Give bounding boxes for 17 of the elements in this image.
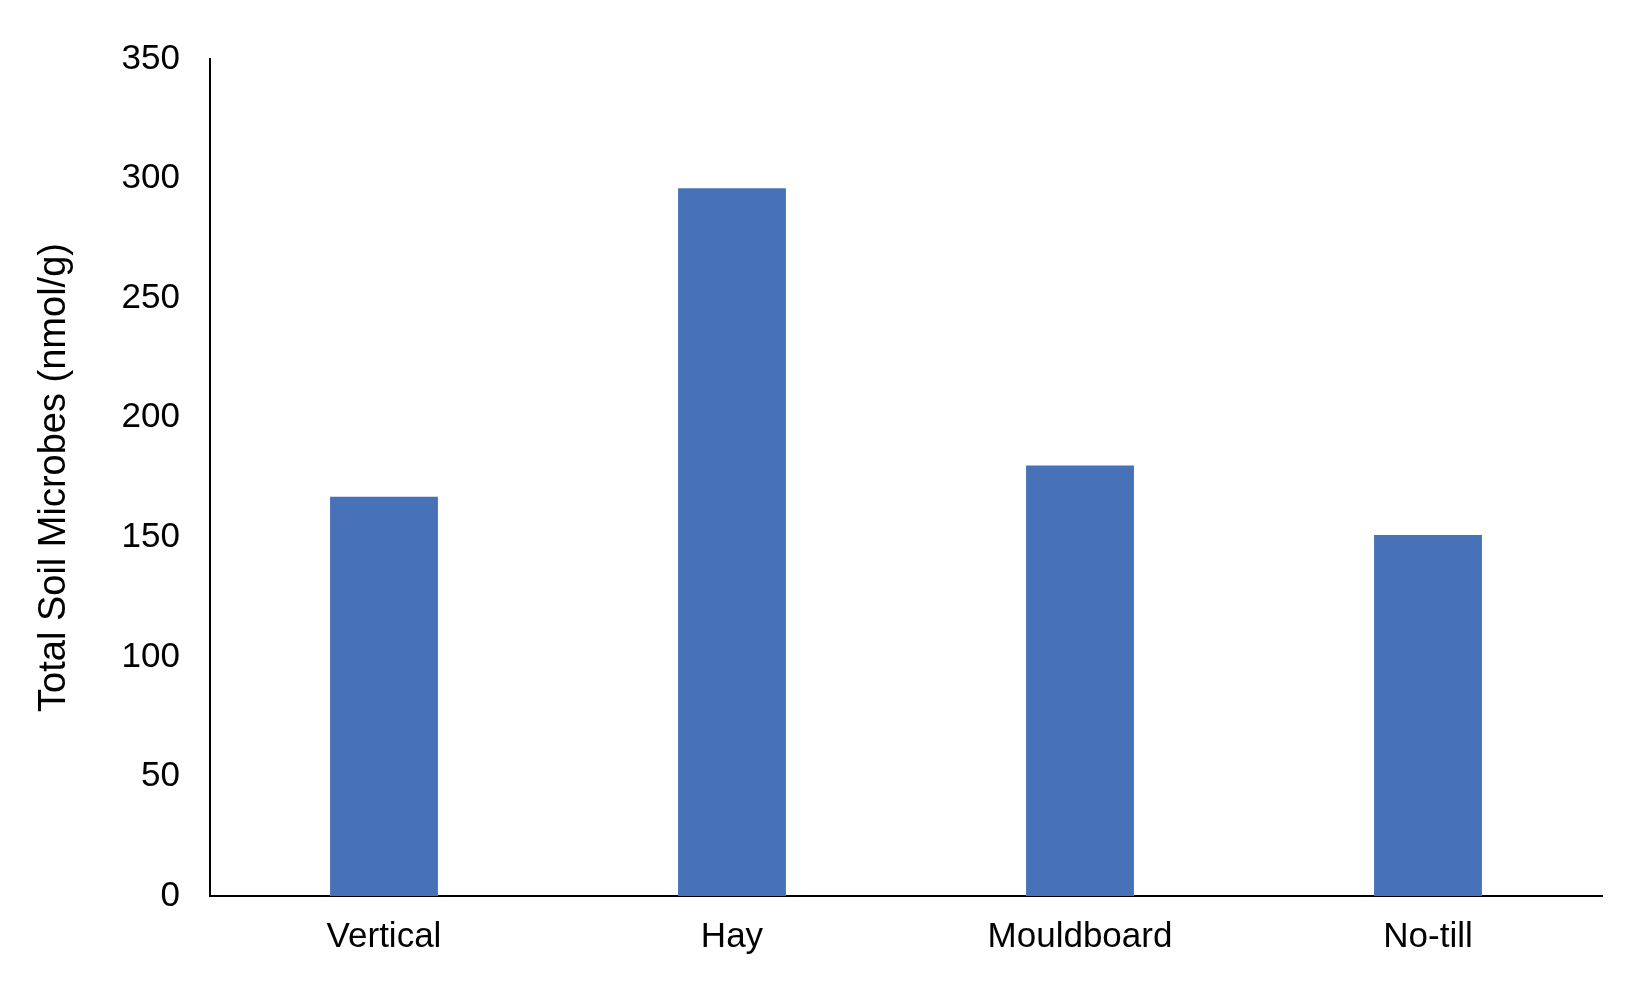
y-tick-label: 100 bbox=[121, 634, 180, 674]
bar bbox=[330, 496, 438, 896]
y-axis-title: Total Soil Microbes (nmol/g) bbox=[31, 243, 74, 712]
x-tick-label: Hay bbox=[700, 914, 764, 954]
y-tick-label: 200 bbox=[121, 395, 180, 435]
x-tick-label: Mouldboard bbox=[987, 914, 1173, 954]
x-tick-label: Vertical bbox=[326, 914, 442, 954]
y-tick-label: 300 bbox=[121, 156, 180, 196]
y-tick-label: 150 bbox=[121, 514, 180, 554]
x-tick-label: No-till bbox=[1383, 914, 1473, 954]
bar bbox=[1374, 534, 1482, 896]
y-tick-label: 0 bbox=[160, 873, 180, 913]
bar bbox=[1026, 465, 1134, 896]
y-tick-label: 350 bbox=[121, 36, 180, 76]
bar bbox=[678, 188, 786, 896]
y-tick-label: 250 bbox=[121, 275, 180, 315]
y-tick-label: 50 bbox=[141, 754, 180, 794]
